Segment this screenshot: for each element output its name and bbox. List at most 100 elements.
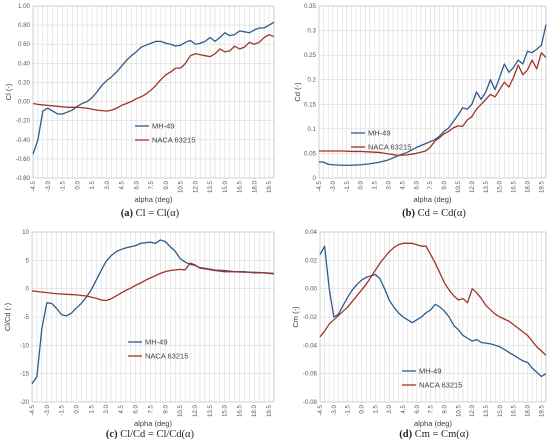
y-tick-label: -0.02	[303, 314, 318, 321]
x-tick-label: 1.5	[372, 404, 379, 413]
x-tick-label: 3.0	[103, 404, 110, 413]
y-tick-label: -0.06	[303, 371, 318, 378]
x-tick-label: 7.5	[148, 404, 155, 413]
y-tick-label: 0.00	[18, 99, 31, 106]
x-tick-label: 18.0	[251, 404, 258, 417]
caption-tag: (b)	[402, 208, 415, 219]
legend-label: NACA 63215	[152, 136, 195, 145]
x-axis-title: alpha (deg)	[414, 419, 452, 428]
caption-tag: (c)	[106, 429, 118, 440]
x-tick-label: -3.0	[44, 404, 51, 415]
x-tick-label: 0.0	[74, 180, 81, 189]
x-tick-label: 3.0	[386, 404, 393, 413]
y-tick-label: -10	[20, 342, 30, 349]
chart-panel-4: -0.08 -0.06 -0.04 -0.02 0.00 0.02 0.04 -4.5 -3.0…	[291, 229, 547, 440]
x-tick-label: -1.5	[345, 404, 352, 415]
y-tick-label: 5	[26, 257, 30, 264]
y-tick-label: 1.00	[18, 3, 31, 10]
x-tick-label: -1.5	[59, 404, 66, 415]
x-tick-label: 19.5	[266, 180, 273, 193]
x-tick-label: 10.5	[455, 180, 462, 193]
x-tick-label: 16.5	[237, 180, 244, 193]
y-tick-label: -0.20	[16, 118, 31, 125]
series-line-naca-63215	[319, 52, 547, 157]
panel-caption: (c) Cl/Cd = Cl/Cd(α)	[106, 429, 195, 440]
y-tick-label: -15	[20, 371, 30, 378]
y-tick-label: 0.02	[305, 257, 318, 264]
y-tick-label: 0.40	[18, 60, 31, 67]
x-tick-label: 4.5	[400, 404, 407, 413]
plot-area	[319, 231, 547, 403]
x-tick-label: -4.5	[29, 404, 36, 415]
x-tick-label: 13.5	[207, 180, 214, 193]
x-tick-label: 19.5	[538, 404, 545, 417]
x-tick-label: -3.0	[331, 404, 338, 415]
panel-caption: (d) Cm = Cm(α)	[399, 429, 469, 440]
legend: MH-49 NACA 63215	[402, 367, 462, 390]
series-line-mh-49	[31, 239, 275, 385]
x-tick-label: -1.5	[344, 180, 351, 191]
x-tick-label: 15.0	[222, 180, 229, 193]
legend: MH-49 NACA 63215	[128, 338, 188, 361]
y-tick-label: 0.25	[304, 52, 317, 59]
series-line-naca-63215	[31, 262, 275, 302]
x-tick-label: -4.5	[316, 180, 323, 191]
x-tick-label: -1.5	[60, 180, 67, 191]
chart-panel-1: -0.80 -0.60 -0.40 -0.20 0.00 0.20 0.40 0.60 0.80…	[4, 3, 275, 219]
y-axis-title: Cl (-)	[4, 83, 13, 100]
x-tick-label: 10.5	[178, 180, 185, 193]
x-tick-label: 16.5	[511, 180, 518, 193]
x-tick-label: 15.0	[497, 404, 504, 417]
x-tick-label: 18.0	[525, 404, 532, 417]
x-tick-label: 4.5	[118, 404, 125, 413]
x-tick-label: 12.0	[469, 404, 476, 417]
chart-panel-3: -20 -15 -10 -5 0 5 10 -4.5 -3.0 -1.5 0.0 1.5 3.0 4.5 6…	[3, 229, 275, 440]
y-tick-label: -0.60	[16, 156, 31, 163]
y-tick-label: -5	[23, 314, 29, 321]
x-tick-label: 0.0	[359, 404, 366, 413]
plot-area	[32, 5, 275, 179]
x-tick-label: 12.0	[192, 180, 199, 193]
y-tick-label: -0.08	[303, 399, 318, 406]
x-tick-label: -4.5	[317, 404, 324, 415]
x-tick-label: 7.5	[428, 404, 435, 413]
legend-label: MH-49	[152, 122, 175, 131]
x-tick-label: -4.5	[30, 180, 37, 191]
legend-label: MH-49	[419, 367, 442, 376]
legend-label: NACA 63215	[419, 381, 462, 390]
plot-area	[318, 5, 547, 179]
y-tick-label: 0.35	[304, 3, 317, 10]
x-tick-label: 6.0	[414, 404, 421, 413]
x-tick-label: 7.5	[148, 180, 155, 189]
x-tick-label: -3.0	[330, 180, 337, 191]
series-line-mh-49	[319, 245, 547, 378]
y-tick-label: -0.04	[303, 342, 318, 349]
series-line-mh-49	[32, 21, 275, 155]
x-tick-label: 16.5	[511, 404, 518, 417]
y-tick-label: 0.2	[307, 77, 316, 84]
legend-label: MH-49	[368, 129, 391, 138]
y-tick-label: 0.05	[304, 150, 317, 157]
x-tick-label: 16.5	[236, 404, 243, 417]
y-tick-label: -0.40	[16, 137, 31, 144]
y-tick-label: 10	[22, 229, 29, 236]
caption-tag: (d)	[399, 429, 412, 440]
x-tick-label: 4.5	[399, 180, 406, 189]
x-tick-label: 7.5	[427, 180, 434, 189]
y-tick-label: 0.80	[18, 22, 31, 29]
y-tick-label: 0	[313, 175, 317, 182]
x-tick-label: 18.0	[524, 180, 531, 193]
x-tick-label: 4.5	[119, 180, 126, 189]
x-tick-label: 1.5	[89, 180, 96, 189]
y-tick-label: 0.3	[307, 28, 316, 35]
x-tick-label: 3.0	[385, 180, 392, 189]
x-tick-label: 12.0	[469, 180, 476, 193]
x-tick-label: 9.0	[441, 180, 448, 189]
x-axis-title: alpha (deg)	[135, 195, 173, 204]
y-tick-label: 0.04	[305, 229, 318, 236]
x-tick-label: 9.0	[162, 404, 169, 413]
y-tick-label: 0	[26, 286, 30, 293]
y-tick-label: -0.80	[16, 175, 31, 182]
x-tick-label: 6.0	[133, 404, 140, 413]
